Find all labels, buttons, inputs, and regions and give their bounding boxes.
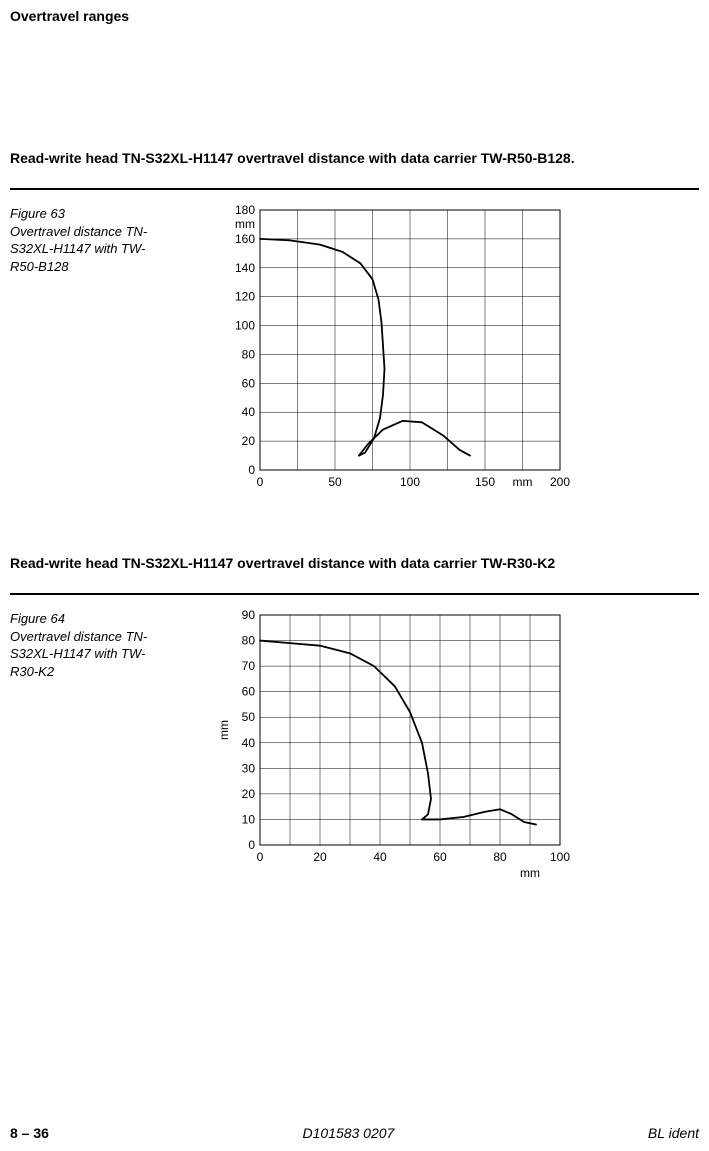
- svg-text:200: 200: [550, 475, 570, 489]
- page-number: 8 – 36: [10, 1125, 49, 1141]
- svg-text:150: 150: [475, 475, 495, 489]
- svg-text:0: 0: [257, 850, 264, 864]
- svg-text:mm: mm: [235, 217, 255, 231]
- svg-text:40: 40: [373, 850, 387, 864]
- divider-2: [10, 593, 699, 595]
- svg-text:0: 0: [248, 463, 255, 477]
- svg-text:80: 80: [493, 850, 507, 864]
- svg-text:50: 50: [242, 710, 256, 724]
- divider-1: [10, 188, 699, 190]
- svg-text:60: 60: [242, 376, 256, 390]
- section-1-title: Read-write head TN-S32XL-H1147 overtrave…: [10, 150, 699, 166]
- doc-number: D101583 0207: [302, 1125, 394, 1141]
- svg-text:mm: mm: [217, 720, 231, 740]
- figure-63-caption: Figure 63Overtravel distance TN-S32XL-H1…: [10, 205, 170, 275]
- chart-figure-64: 0 10 20 30 40 50 60 70 80 90 mm 0 20 40 60 80 100 mm: [210, 605, 570, 885]
- svg-text:0: 0: [257, 475, 264, 489]
- svg-text:140: 140: [235, 261, 255, 275]
- svg-text:100: 100: [235, 319, 255, 333]
- figure-64-caption: Figure 64Overtravel distance TN-S32XL-H1…: [10, 610, 170, 680]
- svg-text:80: 80: [242, 634, 256, 648]
- svg-text:20: 20: [313, 850, 327, 864]
- page-footer: 8 – 36 D101583 0207 BL ident: [10, 1125, 699, 1141]
- svg-text:100: 100: [400, 475, 420, 489]
- section-2-title: Read-write head TN-S32XL-H1147 overtrave…: [10, 555, 699, 571]
- brand-label: BL ident: [648, 1125, 699, 1141]
- svg-text:10: 10: [242, 812, 256, 826]
- svg-text:120: 120: [235, 290, 255, 304]
- svg-text:40: 40: [242, 405, 256, 419]
- svg-text:90: 90: [242, 608, 256, 622]
- svg-text:100: 100: [550, 850, 570, 864]
- svg-text:160: 160: [235, 232, 255, 246]
- svg-text:20: 20: [242, 787, 256, 801]
- svg-text:40: 40: [242, 736, 256, 750]
- svg-text:80: 80: [242, 347, 256, 361]
- chart-figure-63: 020406080100120140160180mm050100150200mm: [210, 200, 570, 510]
- svg-text:60: 60: [433, 850, 447, 864]
- svg-text:20: 20: [242, 434, 256, 448]
- svg-text:30: 30: [242, 761, 256, 775]
- svg-text:70: 70: [242, 659, 256, 673]
- svg-text:mm: mm: [513, 475, 533, 489]
- svg-text:50: 50: [328, 475, 342, 489]
- svg-text:60: 60: [242, 685, 256, 699]
- svg-text:0: 0: [248, 838, 255, 852]
- page-title: Overtravel ranges: [10, 8, 129, 24]
- svg-text:180: 180: [235, 203, 255, 217]
- svg-text:mm: mm: [520, 866, 540, 880]
